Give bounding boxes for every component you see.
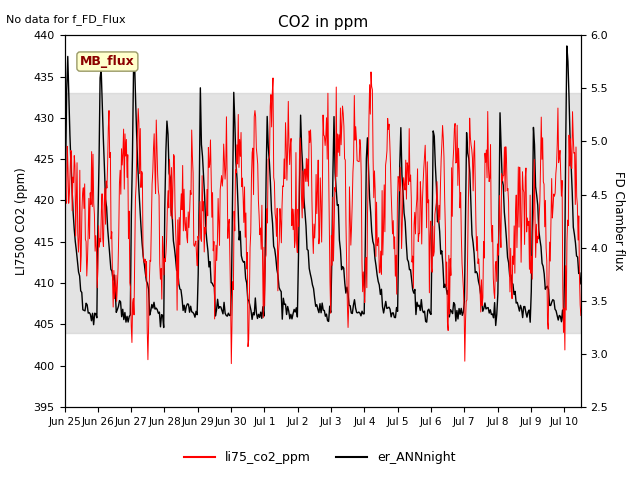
Y-axis label: LI7500 CO2 (ppm): LI7500 CO2 (ppm) bbox=[15, 167, 28, 275]
Legend: li75_co2_ppm, er_ANNnight: li75_co2_ppm, er_ANNnight bbox=[179, 446, 461, 469]
Text: No data for f_FD_Flux: No data for f_FD_Flux bbox=[6, 14, 126, 25]
Y-axis label: FD Chamber flux: FD Chamber flux bbox=[612, 171, 625, 271]
Text: MB_flux: MB_flux bbox=[80, 55, 135, 68]
Bar bbox=[65, 93, 581, 333]
Title: CO2 in ppm: CO2 in ppm bbox=[278, 15, 368, 30]
